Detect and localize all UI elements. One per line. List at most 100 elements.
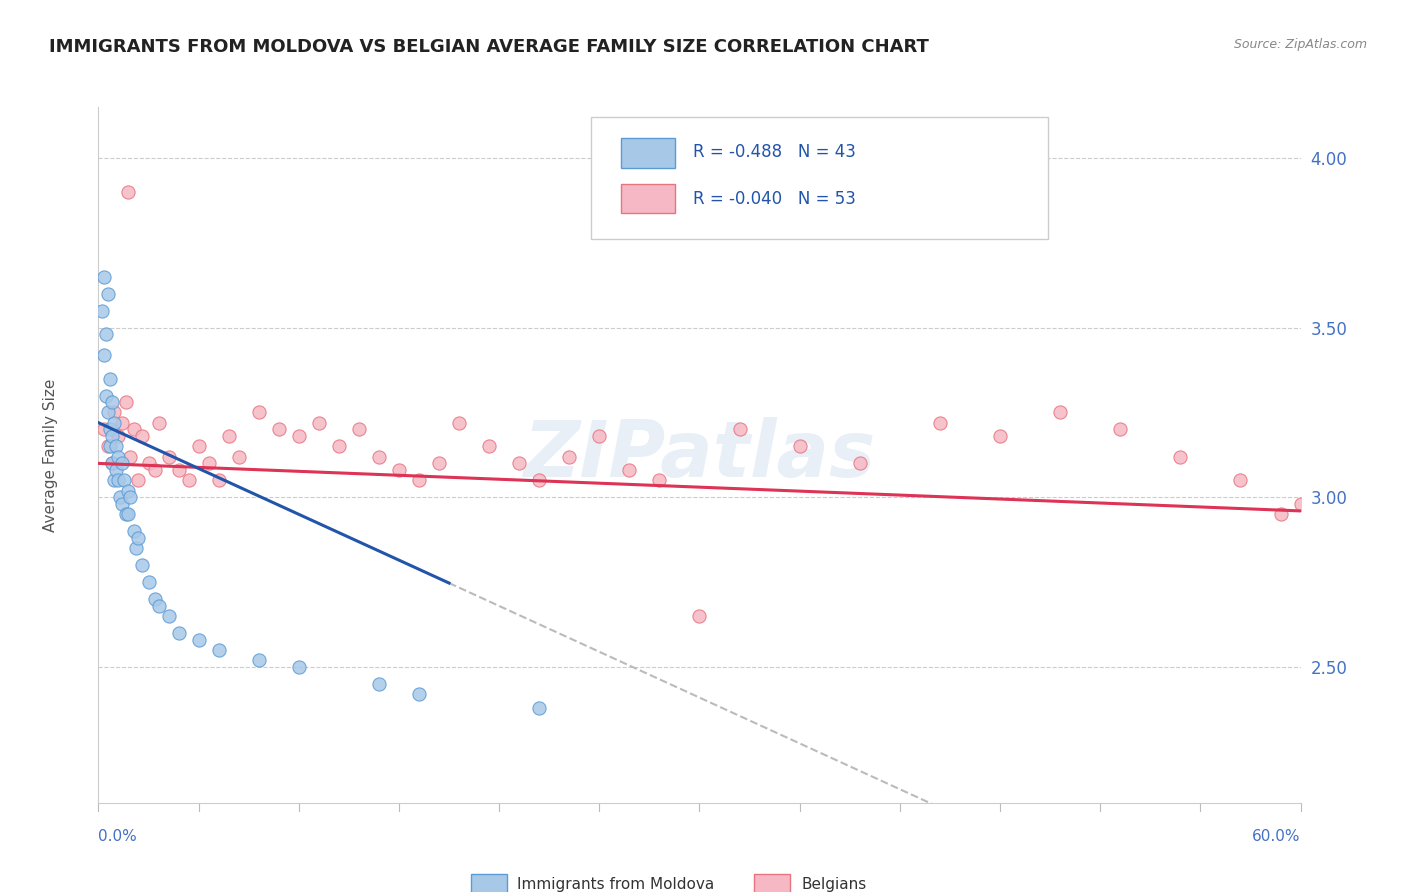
Point (347, 422, 370, 436)
Point (1289, 497, 1312, 511)
Point (508, 457, 530, 471)
Point (111, 457, 134, 471)
Point (208, 474, 231, 488)
Point (288, 660, 311, 674)
Point (408, 474, 430, 488)
Point (114, 474, 136, 488)
Point (100, 422, 122, 436)
Point (447, 416, 470, 430)
Text: Source: ZipAtlas.com: Source: ZipAtlas.com (1233, 38, 1367, 52)
Point (124, 422, 146, 436)
Point (177, 474, 200, 488)
Point (93, 269, 115, 284)
Point (308, 416, 330, 430)
Point (368, 450, 391, 464)
Point (558, 450, 581, 464)
Point (388, 463, 411, 477)
Point (619, 463, 641, 477)
Point (100, 371, 122, 385)
Point (1170, 450, 1192, 464)
Point (689, 609, 711, 624)
Point (1229, 474, 1251, 488)
Text: 0.0%: 0.0% (98, 829, 138, 844)
Point (120, 450, 142, 464)
Point (103, 416, 125, 430)
Point (148, 599, 170, 613)
Point (588, 429, 610, 443)
Point (167, 463, 190, 477)
Point (789, 439, 811, 453)
Point (368, 677, 391, 691)
Point (101, 429, 124, 443)
Point (247, 405, 270, 419)
Point (1109, 422, 1132, 436)
Point (115, 508, 138, 522)
Point (117, 483, 139, 498)
Point (101, 457, 124, 471)
Point (988, 429, 1011, 443)
Point (110, 491, 132, 505)
Point (208, 643, 231, 657)
Point (187, 439, 209, 453)
Point (1270, 508, 1292, 522)
Point (103, 474, 125, 488)
Point (125, 541, 148, 556)
Point (97, 439, 120, 453)
Point (408, 687, 430, 701)
Text: R = -0.040   N = 53: R = -0.040 N = 53 (693, 190, 856, 208)
Point (117, 508, 139, 522)
Text: Immigrants from Moldova: Immigrants from Moldova (517, 878, 714, 892)
Point (97, 405, 120, 419)
Text: Average Family Size: Average Family Size (42, 378, 58, 532)
Point (117, 185, 139, 199)
Point (187, 632, 209, 647)
Point (228, 450, 250, 464)
Text: Belgians: Belgians (801, 878, 868, 892)
Point (107, 474, 129, 488)
Point (197, 457, 219, 471)
Point (100, 439, 122, 453)
Point (101, 457, 124, 471)
Point (929, 416, 952, 430)
Point (131, 558, 153, 573)
Text: ZIPatlas: ZIPatlas (523, 417, 876, 493)
Text: R = -0.488   N = 43: R = -0.488 N = 43 (693, 144, 856, 161)
Point (328, 439, 350, 453)
Text: 60.0%: 60.0% (1253, 829, 1301, 844)
Point (103, 405, 125, 419)
Point (427, 457, 450, 471)
Point (218, 429, 240, 443)
Point (101, 395, 124, 409)
Point (728, 422, 751, 436)
Point (529, 474, 551, 488)
Point (111, 497, 134, 511)
Point (93, 348, 115, 362)
Text: IMMIGRANTS FROM MOLDOVA VS BELGIAN AVERAGE FAMILY SIZE CORRELATION CHART: IMMIGRANTS FROM MOLDOVA VS BELGIAN AVERA… (49, 38, 929, 56)
Point (128, 531, 150, 545)
Point (529, 700, 551, 714)
Point (138, 575, 160, 590)
FancyBboxPatch shape (754, 874, 790, 892)
Point (93, 422, 115, 436)
Point (648, 474, 671, 488)
Point (167, 626, 190, 640)
Point (97, 286, 120, 301)
FancyBboxPatch shape (471, 874, 508, 892)
Point (107, 450, 129, 464)
Point (267, 422, 290, 436)
Point (105, 463, 128, 477)
Point (115, 395, 138, 409)
Point (96, 388, 118, 402)
FancyBboxPatch shape (621, 138, 675, 168)
Point (288, 429, 311, 443)
FancyBboxPatch shape (621, 185, 675, 213)
Point (91, 303, 114, 318)
Point (120, 491, 142, 505)
Point (131, 429, 153, 443)
Point (96, 327, 118, 342)
FancyBboxPatch shape (592, 118, 1047, 239)
Point (138, 457, 160, 471)
Point (105, 439, 128, 453)
Point (148, 416, 170, 430)
Point (1049, 405, 1071, 419)
